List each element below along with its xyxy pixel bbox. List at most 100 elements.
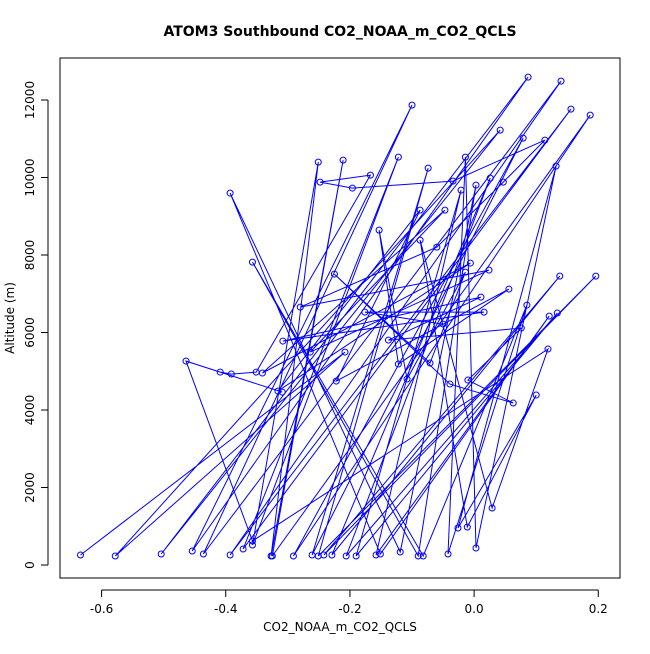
data-point [248,537,256,545]
data-point [505,285,513,293]
data-point [545,312,553,320]
data-point [414,552,422,560]
chart-title: ATOM3 Southbound CO2_NOAA_m_CO2_QCLS [163,24,516,40]
plot-box [59,57,621,579]
data-point [216,368,224,376]
data-point [424,164,432,172]
data-point [586,111,594,119]
data-point [557,77,565,85]
data-point [416,206,424,214]
data-point [461,268,469,276]
y-tick-label: 2000 [23,472,37,503]
y-tick-label: 0 [23,561,37,569]
data-point [472,544,480,552]
data-point [330,270,338,278]
data-point [348,184,356,192]
data-point [76,551,84,559]
data-point [567,105,575,113]
data-point [258,369,266,377]
data-point [480,308,488,316]
x-axis-label: CO2_NOAA_m_CO2_QCLS [263,620,417,634]
data-point [289,552,297,560]
y-tick-label: 8000 [23,240,37,271]
data-point [352,552,360,560]
x-tick-label: -0.6 [90,602,113,616]
y-tick-label: 4000 [23,395,37,426]
data-point [182,357,190,365]
x-tick-label: -0.2 [338,602,361,616]
data-point [553,309,561,317]
data-point [296,303,304,311]
data-point [444,550,452,558]
data-point [199,550,207,558]
data-point [433,243,441,251]
data-point [188,547,196,555]
data-point [394,360,402,368]
data-point [366,171,374,179]
data-point [416,236,424,244]
data-point [316,178,324,186]
data-point [544,345,552,353]
data-point [268,552,276,560]
data-point [332,377,340,385]
data-point [552,162,560,170]
data-point [463,523,471,531]
data-point [341,348,349,356]
data-point [279,337,287,345]
data-point [485,266,493,274]
data-point [339,156,347,164]
data-point [466,259,474,267]
data-point [274,387,282,395]
data-point [111,552,119,560]
data-point [477,293,485,301]
data-point [157,550,165,558]
data-point [396,548,404,556]
data-point [403,375,411,383]
data-point [532,391,540,399]
data-point [248,258,256,266]
data-point [408,101,416,109]
data-point [454,524,462,532]
x-tick-label: 0.2 [589,602,608,616]
data-point [226,189,234,197]
data-point [320,551,328,559]
data-point [328,551,336,559]
data-point [496,126,504,134]
data-point [375,226,383,234]
data-point [248,541,256,549]
data-point [441,206,449,214]
data-point [419,552,427,560]
data-point [517,324,525,332]
x-tick-label: -0.4 [214,602,237,616]
y-tick-label: 6000 [23,317,37,348]
data-point [439,320,447,328]
x-tick-label: 0.0 [465,602,484,616]
data-point [556,272,564,280]
data-point [541,136,549,144]
data-point [426,359,434,367]
data-point [449,177,457,185]
data-point [342,552,350,560]
data-point [376,550,384,558]
data-point [486,174,494,182]
data-point [524,73,532,81]
y-tick-label: 10000 [23,158,37,196]
data-point [464,376,472,384]
data-point [226,551,234,559]
data-point [306,348,314,356]
data-point [227,370,235,378]
data-line [80,76,597,558]
data-point [361,308,369,316]
data-point [384,336,392,344]
y-axis-label: Altitude (m) [3,282,17,354]
data-point [239,545,247,553]
data-point [461,153,469,161]
data-point [394,153,402,161]
y-tick-label: 12000 [23,81,37,119]
data-point [446,380,454,388]
data-point [523,301,531,309]
data-point [314,158,322,166]
data-point [372,551,380,559]
data-point [488,504,496,512]
data-point [499,178,507,186]
